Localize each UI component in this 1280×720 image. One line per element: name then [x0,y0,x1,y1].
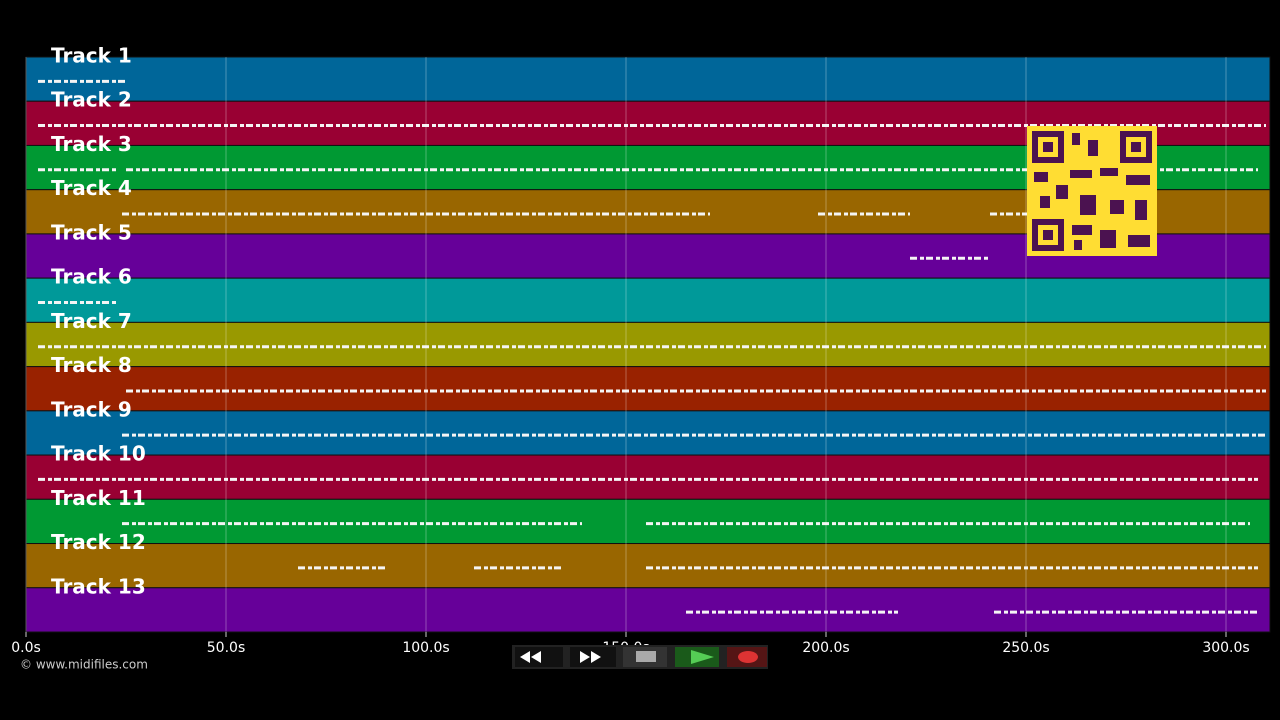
track-band [25,366,1271,412]
track-label: Track 6 [51,265,132,289]
track-label: Track 13 [51,574,146,598]
track-label: Track 11 [51,486,146,510]
controls [512,645,768,669]
x-tick-label: 100.0s [402,640,449,656]
track-band [25,277,1271,323]
forward-icon [580,651,601,663]
track-label: Track 3 [51,132,132,156]
x-tick-label: 300.0s [1202,640,1249,656]
track-label: Track 12 [51,530,146,554]
x-tick-label: 250.0s [1002,640,1049,656]
track-band [25,543,1271,589]
track-label: Track 1 [51,44,132,68]
track-label: Track 10 [51,442,146,466]
play-icon [691,650,714,664]
track-label: Track 7 [51,309,132,333]
track-band [25,321,1271,368]
watermark: © www.midifiles.com [20,658,148,672]
track-label: Track 2 [51,88,132,112]
track-band [25,56,1271,102]
track-band [25,498,1271,545]
track-label: Track 4 [51,176,132,200]
stop-icon [636,651,656,662]
x-tick-label: 200.0s [802,640,849,656]
plot: Track 1 Track 2 Track 3 Track 4 Track 5 Track… [11,44,1271,656]
qr-code [1027,126,1157,256]
x-tick-label: 50.0s [207,640,245,656]
rewind-icon [520,651,541,663]
track-label: Track 5 [51,220,132,244]
track-band [25,587,1271,633]
x-tick-label: 0.0s [11,640,41,656]
track-label: Track 9 [51,397,132,421]
track-band [25,454,1271,500]
track-band [25,410,1271,456]
track-label: Track 8 [51,353,132,377]
record-icon [738,651,758,663]
